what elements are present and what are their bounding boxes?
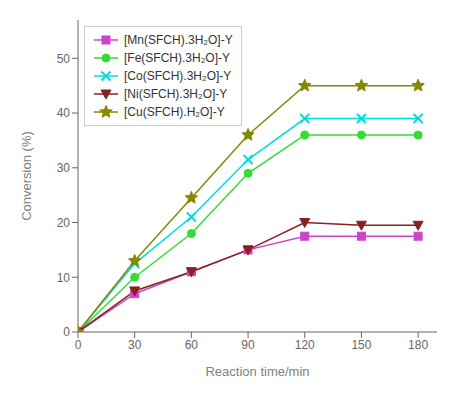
svg-text:0: 0: [75, 338, 82, 352]
html-text:[Mn(SFCH).3H₂O]-Y: [Mn(SFCH).3H₂O]-Y: [124, 33, 233, 47]
svg-text:60: 60: [185, 338, 199, 352]
html-text:[Fe(SFCH).3H₂O]-Y: [Fe(SFCH).3H₂O]-Y: [124, 51, 230, 65]
svg-text:Conversion (%): Conversion (%): [19, 131, 34, 221]
html-text:[Co(SFCH).3H₂O]-Y: [Co(SFCH).3H₂O]-Y: [124, 69, 232, 83]
svg-text:20: 20: [57, 216, 71, 230]
svg-text:120: 120: [295, 338, 315, 352]
svg-text:Reaction time/min: Reaction time/min: [205, 364, 309, 379]
html-text:[Ni(SFCH).3H₂O]-Y: [Ni(SFCH).3H₂O]-Y: [124, 87, 228, 101]
svg-text:30: 30: [128, 338, 142, 352]
svg-text:180: 180: [408, 338, 428, 352]
svg-text:40: 40: [57, 106, 71, 120]
svg-text:10: 10: [57, 271, 71, 285]
svg-text:0: 0: [63, 325, 70, 339]
svg-text:30: 30: [57, 161, 71, 175]
svg-text:150: 150: [351, 338, 371, 352]
svg-text:50: 50: [57, 52, 71, 66]
svg-text:90: 90: [241, 338, 255, 352]
html-text:[Cu(SFCH).H₂O]-Y: [Cu(SFCH).H₂O]-Y: [124, 105, 225, 119]
